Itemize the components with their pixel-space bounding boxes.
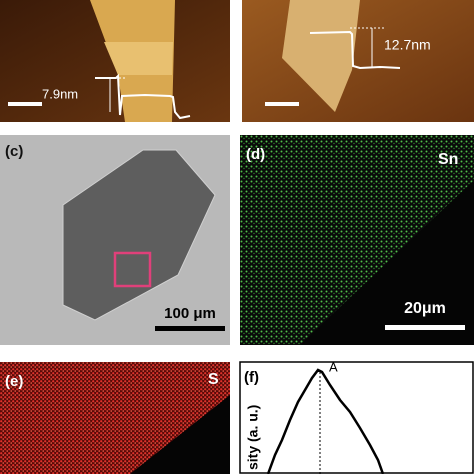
spectrum [266,368,385,474]
height-label: 12.7nm [384,37,431,53]
panel-label: (f) [244,369,259,386]
scale-bar [385,325,465,330]
panel-d: (d) Sn 20μm [240,135,474,345]
plot-frame [239,361,474,474]
afm-background [242,0,474,122]
height-trace [309,30,401,70]
peak-label: A [329,359,338,374]
y-axis-label: sity (a. u.) [245,405,261,470]
panel-c: (c) 100 μm [0,135,230,345]
panel-a: 7.9nm [0,0,230,122]
panel-label: (c) [5,143,23,160]
scale-bar [265,102,299,106]
scale-bar [8,102,42,106]
selection-box [113,251,152,288]
panel-label: (e) [5,373,23,390]
panel-b: 12.7nm [242,0,474,122]
height-label: 7.9nm [42,86,78,101]
element-label: Sn [438,151,458,168]
flake [282,0,360,112]
flake-step [104,42,173,75]
scale-label: 20μm [404,300,446,317]
sn-map [240,135,474,345]
panel-f: (f) A sity (a. u.) [239,359,474,474]
scale-label: 100 μm [164,305,216,322]
s-map [0,362,230,474]
panel-label: (d) [246,146,265,163]
panel-e: (e) S [0,362,230,474]
element-label: S [208,371,219,388]
flake [62,149,216,321]
scale-bar [155,326,225,331]
height-trace [95,73,191,120]
